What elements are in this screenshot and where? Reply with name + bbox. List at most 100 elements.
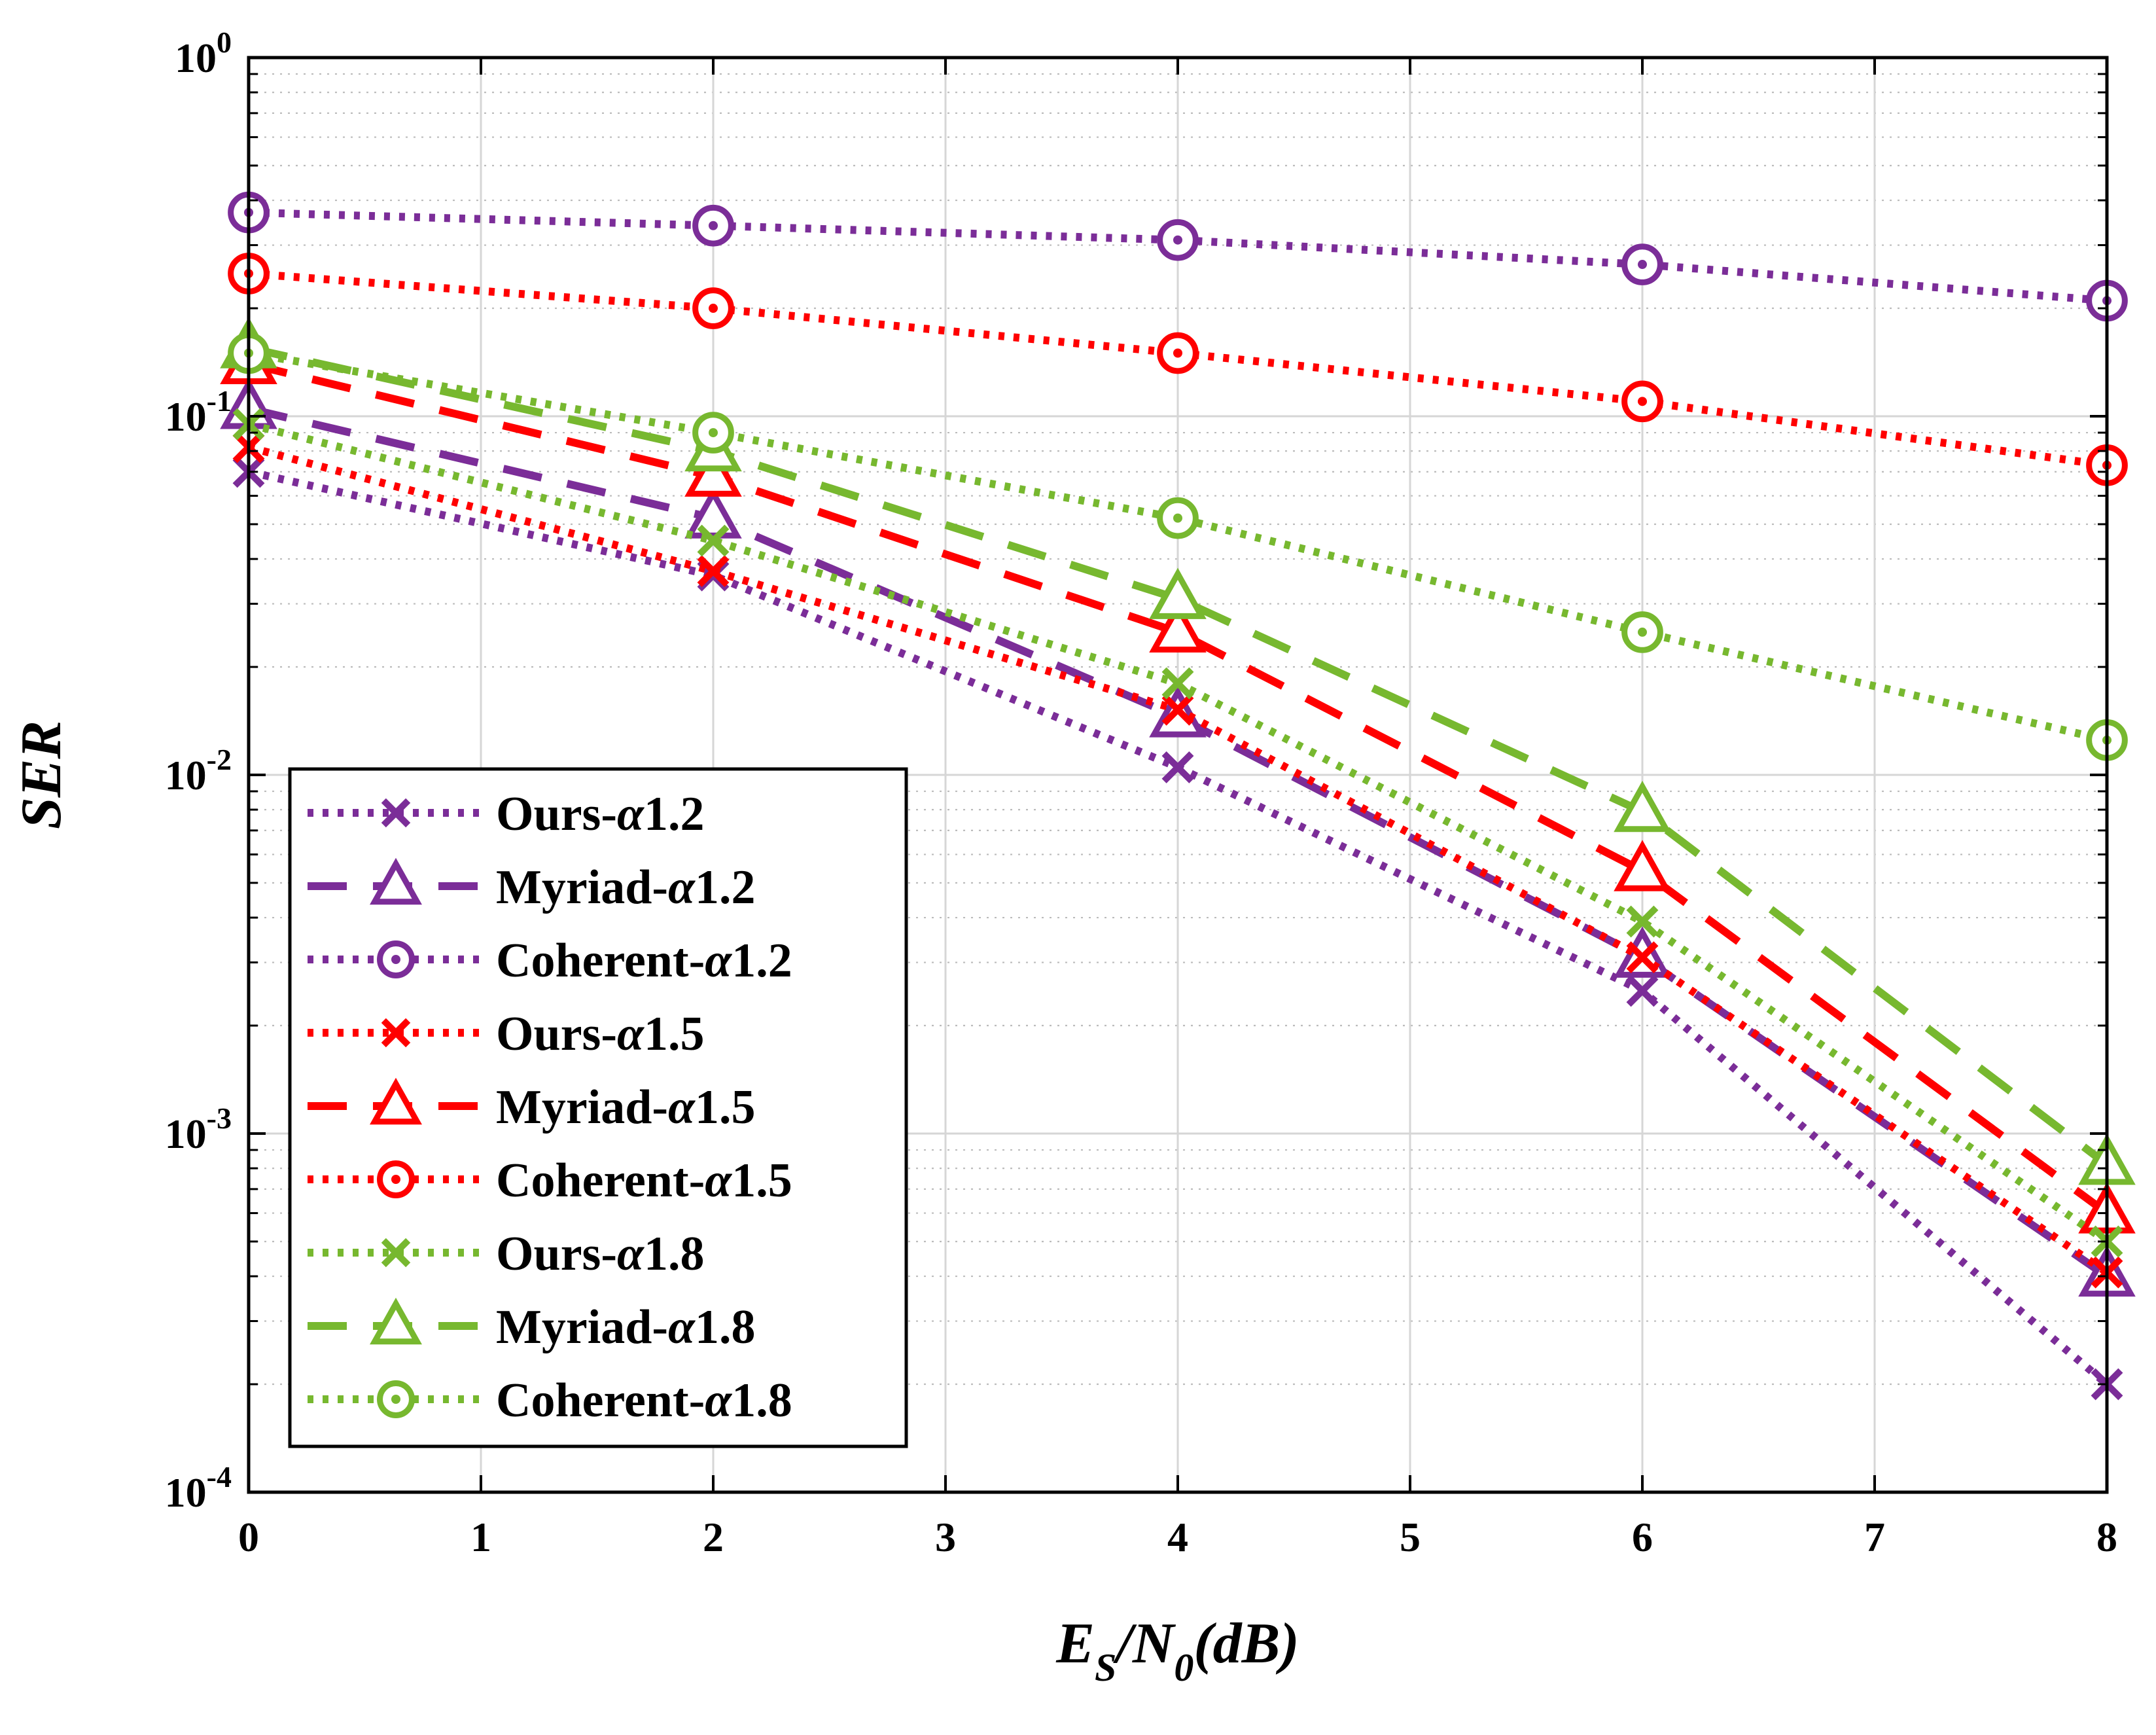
- legend-label: Myriad-α1.8: [496, 1300, 756, 1354]
- x-axis-title-e: E: [1055, 1612, 1095, 1675]
- y-tick-label-exponent: -4: [207, 1460, 232, 1494]
- legend-entry: Ours-α1.5: [308, 1007, 704, 1061]
- circle-marker-dot: [1173, 348, 1182, 358]
- triangle-marker: [1149, 601, 1207, 653]
- legend-label-name: Coherent-: [496, 1154, 705, 1207]
- legend-label-alpha: α: [705, 934, 732, 988]
- data-point: [1149, 601, 1207, 653]
- legend-entry: Ours-α1.2: [308, 787, 704, 841]
- x-marker-stroke: [1161, 751, 1194, 783]
- triangle-marker: [1614, 840, 1671, 891]
- data-point: [1161, 667, 1194, 700]
- legend-entry: Coherent-α1.5: [308, 1154, 792, 1207]
- legend-label-alpha: α: [668, 1300, 696, 1354]
- data-point: [1626, 905, 1659, 938]
- legend-label-param: 1.2: [732, 934, 792, 988]
- legend-label-name: Ours-: [496, 1227, 617, 1281]
- legend-label-name: Coherent-: [496, 1374, 705, 1427]
- data-point: [1614, 780, 1671, 832]
- series-group: [220, 191, 2136, 1401]
- series-line: [247, 344, 2110, 1168]
- x-tick-label: 3: [935, 1514, 956, 1560]
- x-marker-stroke: [697, 524, 730, 557]
- y-tick-label-base: 10: [165, 393, 207, 440]
- legend-label-name: Ours-: [496, 1007, 617, 1061]
- legend-label: Myriad-α1.5: [496, 1081, 756, 1134]
- x-tick-label: 8: [2096, 1514, 2117, 1560]
- x-tick-label: 7: [1864, 1514, 1885, 1560]
- x-marker-stroke: [1626, 975, 1659, 1007]
- x-axis-title: ES/N0(dB): [1055, 1612, 1299, 1689]
- legend-entries: Ours-α1.2Myriad-α1.2Coherent-α1.2Ours-α1…: [308, 787, 792, 1427]
- circle-marker-dot: [391, 955, 400, 964]
- y-tick-label-exponent: -2: [207, 743, 232, 776]
- x-marker-stroke: [381, 1018, 411, 1048]
- legend-label: Coherent-α1.2: [496, 934, 792, 988]
- data-point: [684, 445, 742, 497]
- data-point: [1157, 332, 1199, 374]
- legend: Ours-α1.2Myriad-α1.2Coherent-α1.2Ours-α1…: [288, 767, 908, 1448]
- data-point: [692, 204, 734, 247]
- legend-label-name: Myriad-: [496, 1081, 668, 1134]
- circle-marker-dot: [709, 221, 718, 230]
- x-marker-stroke: [1161, 667, 1194, 700]
- triangle-marker: [684, 445, 742, 497]
- legend-entry: Coherent-α1.2: [308, 934, 792, 988]
- x-marker-stroke: [381, 1238, 411, 1268]
- legend-label-param: 1.2: [644, 787, 705, 841]
- data-point: [1157, 219, 1199, 261]
- legend-label-param: 1.8: [695, 1300, 756, 1354]
- data-point: [684, 487, 742, 539]
- legend-label-alpha: α: [668, 861, 696, 914]
- legend-label-name: Myriad-: [496, 861, 668, 914]
- x-tick-label: 1: [470, 1514, 491, 1560]
- legend-label: Ours-α1.8: [496, 1227, 704, 1281]
- x-tick-label: 5: [1400, 1514, 1421, 1560]
- legend-label: Coherent-α1.5: [496, 1154, 792, 1207]
- data-point: [1149, 567, 1207, 619]
- x-tick-label: 0: [238, 1514, 259, 1560]
- legend-label-param: 1.8: [732, 1374, 792, 1427]
- legend-label-param: 1.2: [695, 861, 756, 914]
- data-point: [1157, 497, 1199, 539]
- legend-label-param: 1.5: [644, 1007, 705, 1061]
- legend-label-param: 1.5: [732, 1154, 792, 1207]
- data-point: [1614, 840, 1671, 891]
- legend-label-alpha: α: [705, 1374, 732, 1427]
- circle-marker-dot: [1173, 235, 1182, 245]
- x-axis-title-n-sub: 0: [1174, 1646, 1193, 1689]
- legend-label-name: Ours-: [496, 787, 617, 841]
- circle-marker-dot: [391, 1395, 400, 1404]
- y-tick-label: 10-4: [165, 1460, 232, 1516]
- circle-marker-dot: [709, 304, 718, 313]
- legend-entry: Myriad-α1.8: [308, 1297, 756, 1354]
- y-tick-label-base: 10: [165, 1111, 207, 1157]
- legend-label-alpha: α: [617, 787, 645, 841]
- y-tick-label-exponent: 0: [217, 26, 232, 59]
- legend-label-param: 1.5: [695, 1081, 756, 1134]
- legend-label-param: 1.8: [644, 1227, 705, 1281]
- y-tick-label-base: 10: [175, 35, 217, 81]
- x-marker-stroke: [1626, 941, 1659, 974]
- data-point: [1626, 941, 1659, 974]
- x-marker-stroke: [381, 798, 411, 828]
- triangle-marker: [1614, 780, 1671, 832]
- legend-label-alpha: α: [617, 1007, 645, 1061]
- data-point: [1626, 975, 1659, 1007]
- x-tick-label: 4: [1167, 1514, 1188, 1560]
- data-point: [1161, 751, 1194, 783]
- data-point: [1621, 243, 1663, 285]
- series-coherent-alpha1-2: [228, 191, 2128, 322]
- y-axis-title: SER: [10, 721, 73, 829]
- series-line: [248, 269, 2108, 469]
- x-axis-title-sep: /N: [1112, 1612, 1176, 1675]
- x-tick-label: 2: [703, 1514, 724, 1560]
- legend-label: Ours-α1.2: [496, 787, 704, 841]
- x-marker-stroke: [1161, 693, 1194, 726]
- y-tick-label: 100: [175, 26, 232, 81]
- data-point: [1621, 611, 1663, 653]
- legend-label-alpha: α: [705, 1154, 732, 1207]
- circle-marker-dot: [1638, 627, 1647, 637]
